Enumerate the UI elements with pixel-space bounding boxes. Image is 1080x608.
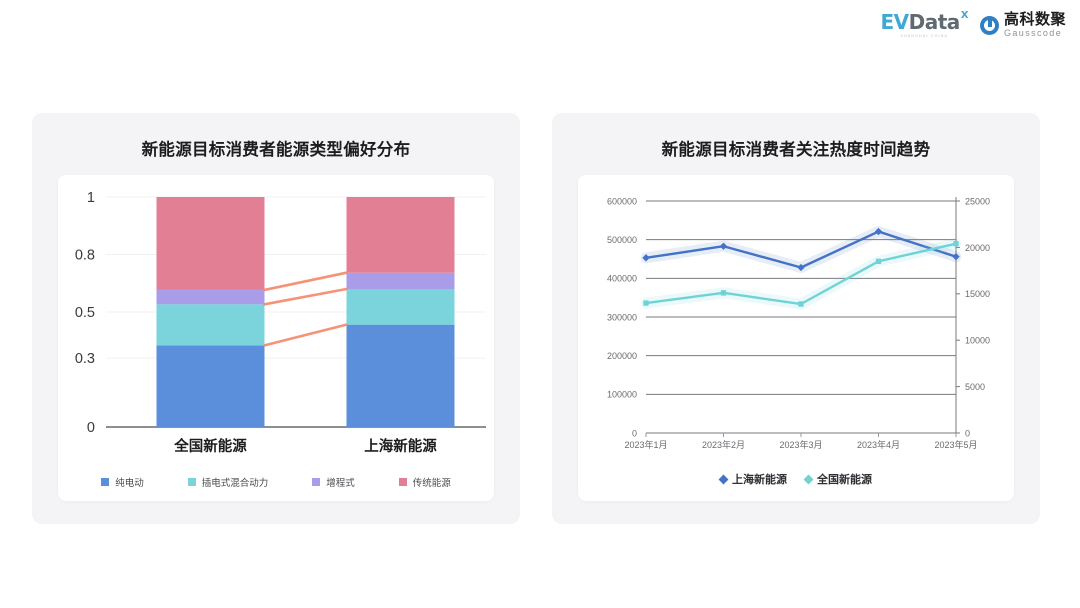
y-axis-tick-label: 0	[87, 420, 95, 436]
evdata-x-icon: X	[960, 10, 969, 21]
legend-energy-types: 纯电动 插电式混合动力 增程式 传统能源	[58, 475, 494, 489]
y-axis-left-tick-label: 0	[632, 428, 637, 438]
bar-segment	[156, 304, 265, 346]
chart-card-attention-trend: 新能源目标消费者关注热度时间趋势 0 100000 200000 300000 4000…	[552, 113, 1040, 524]
legend-item-label: 传统能源	[412, 478, 451, 489]
chart-title-energy-preference: 新能源目标消费者能源类型偏好分布	[141, 141, 411, 159]
series-data-point[interactable]	[643, 300, 649, 306]
stack-connector-line	[263, 287, 348, 306]
legend-item-label: 纯电动	[115, 478, 144, 489]
series-data-point[interactable]	[953, 240, 959, 247]
plot-panel-energy-preference: 0 0.3 0.5 0.8 1 全国新能源 上海新能源 纯电动 插电式混合动力 增程式 传统能源	[58, 175, 494, 501]
legend-item-label: 上海新能源	[732, 474, 787, 486]
legend-item[interactable]: 纯电动	[101, 475, 144, 489]
legend-marker-icon	[803, 474, 814, 484]
series-data-point[interactable]	[720, 290, 727, 296]
legend-marker-icon	[718, 474, 729, 484]
plot-panel-attention-trend: 0 100000 200000 300000 400000 500000 600000 0 50…	[578, 175, 1014, 501]
x-axis-category-label: 全国新能源	[173, 437, 247, 455]
y-axis-tick-label: 0.3	[75, 351, 95, 367]
bar-segment	[156, 289, 265, 305]
bar-segment	[346, 324, 455, 427]
legend-item[interactable]: 上海新能源	[718, 471, 787, 487]
stack-connector-line	[263, 323, 348, 347]
legend-item[interactable]: 增程式	[312, 475, 355, 489]
legend-swatch-icon	[187, 478, 196, 486]
y-axis-left-tick-label: 400000	[607, 274, 637, 284]
y-axis-right-tick-label: 20000	[965, 243, 990, 253]
evdata-tagline: SHANGHAI CHINA	[900, 34, 949, 38]
gausscode-logo: 高科数聚 Gausscode	[979, 12, 1066, 38]
bar-segment	[346, 197, 455, 273]
legend-swatch-icon	[312, 478, 321, 486]
x-axis-tick-label: 2023年5月	[934, 439, 977, 450]
gausscode-mark-icon	[979, 15, 999, 35]
y-axis-right-tick-label: 15000	[965, 289, 990, 299]
evdata-data-text: Data	[908, 10, 961, 34]
x-axis-category-label: 上海新能源	[364, 437, 437, 455]
y-axis-right-tick-label: 0	[965, 428, 970, 438]
chart-title-attention-trend: 新能源目标消费者关注热度时间趋势	[661, 141, 931, 159]
legend-regions: 上海新能源 全国新能源	[578, 471, 1014, 487]
legend-item-label: 增程式	[326, 478, 355, 489]
x-axis-tick-label: 2023年2月	[702, 439, 745, 450]
series-data-point[interactable]	[875, 258, 882, 265]
y-axis-right-tick-label: 25000	[965, 196, 990, 206]
y-axis-left-tick-label: 100000	[607, 390, 637, 400]
legend-swatch-icon	[101, 478, 110, 486]
gausscode-name-cn: 高科数聚	[1003, 11, 1066, 28]
bar-segment	[156, 197, 265, 290]
x-axis-tick-label: 2023年4月	[857, 439, 900, 450]
legend-item[interactable]: 全国新能源	[803, 471, 872, 487]
gausscode-name-en: Gausscode	[1003, 28, 1063, 38]
evdata-wordmark: EV Data X	[880, 10, 969, 34]
y-axis-tick-label: 0.8	[75, 248, 95, 264]
y-axis-left-tick-label: 500000	[607, 235, 637, 245]
y-axis-right-tick-label: 5000	[965, 382, 985, 392]
stack-connector-line	[263, 271, 348, 292]
dual-axis-line-chart: 0 100000 200000 300000 400000 500000 600000 0 50…	[607, 196, 990, 450]
legend-item[interactable]: 插电式混合动力	[187, 475, 269, 489]
brand-header: EV Data X SHANGHAI CHINA 高科数聚 Gausscode	[880, 10, 1066, 39]
legend-item-label: 全国新能源	[817, 474, 872, 486]
y-axis-left-tick-label: 200000	[607, 351, 637, 361]
legend-swatch-icon	[398, 478, 407, 486]
series-data-point[interactable]	[798, 301, 804, 307]
bar-segment	[346, 272, 455, 289]
evdata-logo: EV Data X SHANGHAI CHINA	[880, 10, 969, 39]
y-axis-tick-label: 0.5	[75, 305, 95, 321]
bar-segment	[346, 289, 455, 325]
stacked-bar-chart: 0 0.3 0.5 0.8 1 全国新能源 上海新能源	[75, 190, 486, 455]
gausscode-wordmark: 高科数聚 Gausscode	[1004, 12, 1066, 38]
x-axis-tick-label: 2023年3月	[779, 439, 822, 450]
y-axis-left-tick-label: 300000	[607, 312, 637, 322]
bar-segment	[156, 345, 265, 427]
y-axis-right-tick-label: 10000	[965, 336, 990, 346]
legend-item[interactable]: 传统能源	[398, 475, 451, 489]
chart-card-energy-preference: 新能源目标消费者能源类型偏好分布 0 0.3 0.5 0.8 1 全国新能源 上海新能源 纯…	[32, 113, 520, 524]
evdata-ev-text: EV	[880, 10, 909, 34]
y-axis-tick-label: 1	[87, 190, 95, 206]
legend-item-label: 插电式混合动力	[201, 478, 269, 489]
y-axis-left-tick-label: 600000	[607, 196, 637, 206]
x-axis-tick-label: 2023年1月	[624, 439, 667, 450]
